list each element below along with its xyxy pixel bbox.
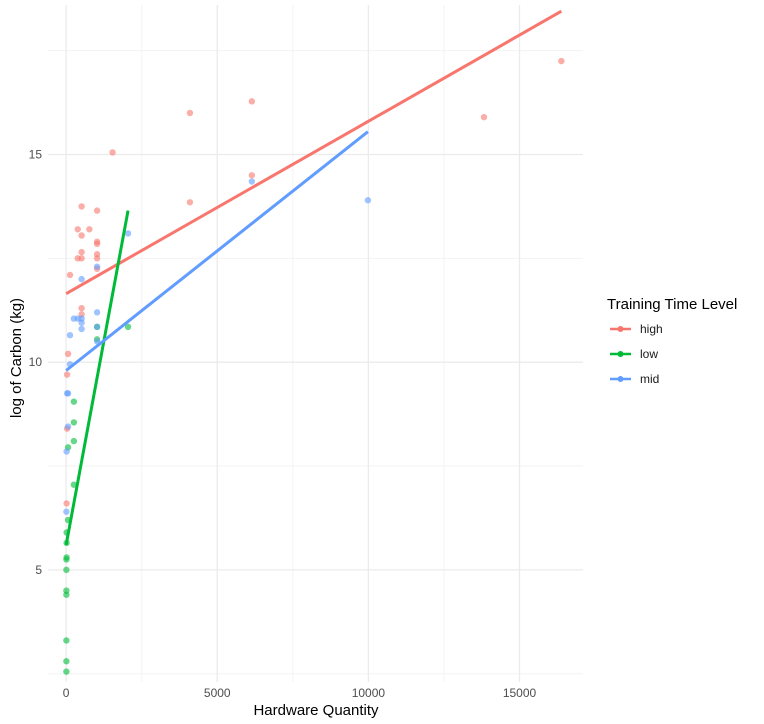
data-point-mid <box>248 178 256 185</box>
data-point-high <box>63 500 70 507</box>
data-point-mid <box>64 423 72 430</box>
data-point-low <box>63 591 70 598</box>
x-tick-label: 15000 <box>503 686 537 700</box>
data-point-high <box>186 109 194 117</box>
y-tick-label: 5 <box>35 563 42 577</box>
data-point-high <box>93 207 101 214</box>
legend: Training Time Level high low mid <box>607 296 737 386</box>
data-point-mid <box>364 197 372 204</box>
data-point-high <box>78 304 85 312</box>
data-point-high <box>558 57 565 65</box>
data-point-mid <box>78 325 85 333</box>
regression-lines <box>64 9 563 546</box>
data-point-mid <box>93 263 101 270</box>
data-point-high <box>64 350 72 358</box>
fit-line-mid <box>65 130 369 372</box>
y-axis-ticks: 5 10 15 <box>29 148 43 577</box>
data-point-mid <box>63 390 71 397</box>
data-point-high <box>248 172 256 179</box>
data-point-high <box>186 199 194 206</box>
data-point-low <box>63 556 70 563</box>
data-point-high <box>109 149 116 156</box>
fit-line-high <box>65 9 563 295</box>
y-tick-label: 10 <box>29 355 43 369</box>
data-point-high <box>86 226 93 233</box>
legend-key-point-mid <box>617 376 624 382</box>
grid <box>48 5 583 682</box>
data-point-low <box>70 398 78 405</box>
data-point-low <box>70 419 78 426</box>
data-point-low <box>63 658 70 665</box>
data-point-mid <box>63 448 70 455</box>
x-tick-label: 5000 <box>204 686 231 700</box>
data-point-mid <box>78 319 85 326</box>
data-point-mid <box>66 331 74 339</box>
legend-key-point-low <box>617 351 624 357</box>
data-point-mid <box>93 309 101 316</box>
data-point-high <box>93 255 101 262</box>
data-point-high <box>78 255 85 262</box>
data-point-low <box>70 437 78 445</box>
legend-title: Training Time Level <box>607 296 737 313</box>
x-axis-title: Hardware Quantity <box>253 702 379 719</box>
data-point-mid <box>63 508 70 515</box>
data-point-high <box>66 271 74 279</box>
y-tick-label: 15 <box>29 148 43 162</box>
x-axis-ticks: 0 5000 10000 15000 <box>63 686 537 700</box>
legend-key-point-high <box>617 326 624 332</box>
data-point-mid <box>78 275 85 283</box>
data-point-low <box>124 323 132 331</box>
y-axis-title: log of Carbon (kg) <box>8 298 25 418</box>
data-point-high <box>63 371 71 378</box>
legend-label-mid: mid <box>640 372 659 386</box>
x-tick-label: 0 <box>63 686 70 700</box>
data-points <box>63 57 565 675</box>
data-point-high <box>480 113 488 121</box>
data-point-high <box>74 226 81 233</box>
data-point-high <box>78 203 85 210</box>
data-point-high <box>248 98 256 105</box>
data-point-mid <box>124 230 132 237</box>
fit-line-low <box>64 210 130 546</box>
data-point-high <box>78 232 85 239</box>
x-tick-label: 10000 <box>352 686 386 700</box>
legend-label-low: low <box>640 347 658 361</box>
data-point-low <box>63 637 70 644</box>
data-point-mid <box>93 323 101 331</box>
data-point-high <box>78 248 85 256</box>
legend-label-high: high <box>640 322 663 336</box>
data-point-low <box>63 566 70 574</box>
data-point-high <box>93 240 101 248</box>
data-point-low <box>63 668 70 675</box>
